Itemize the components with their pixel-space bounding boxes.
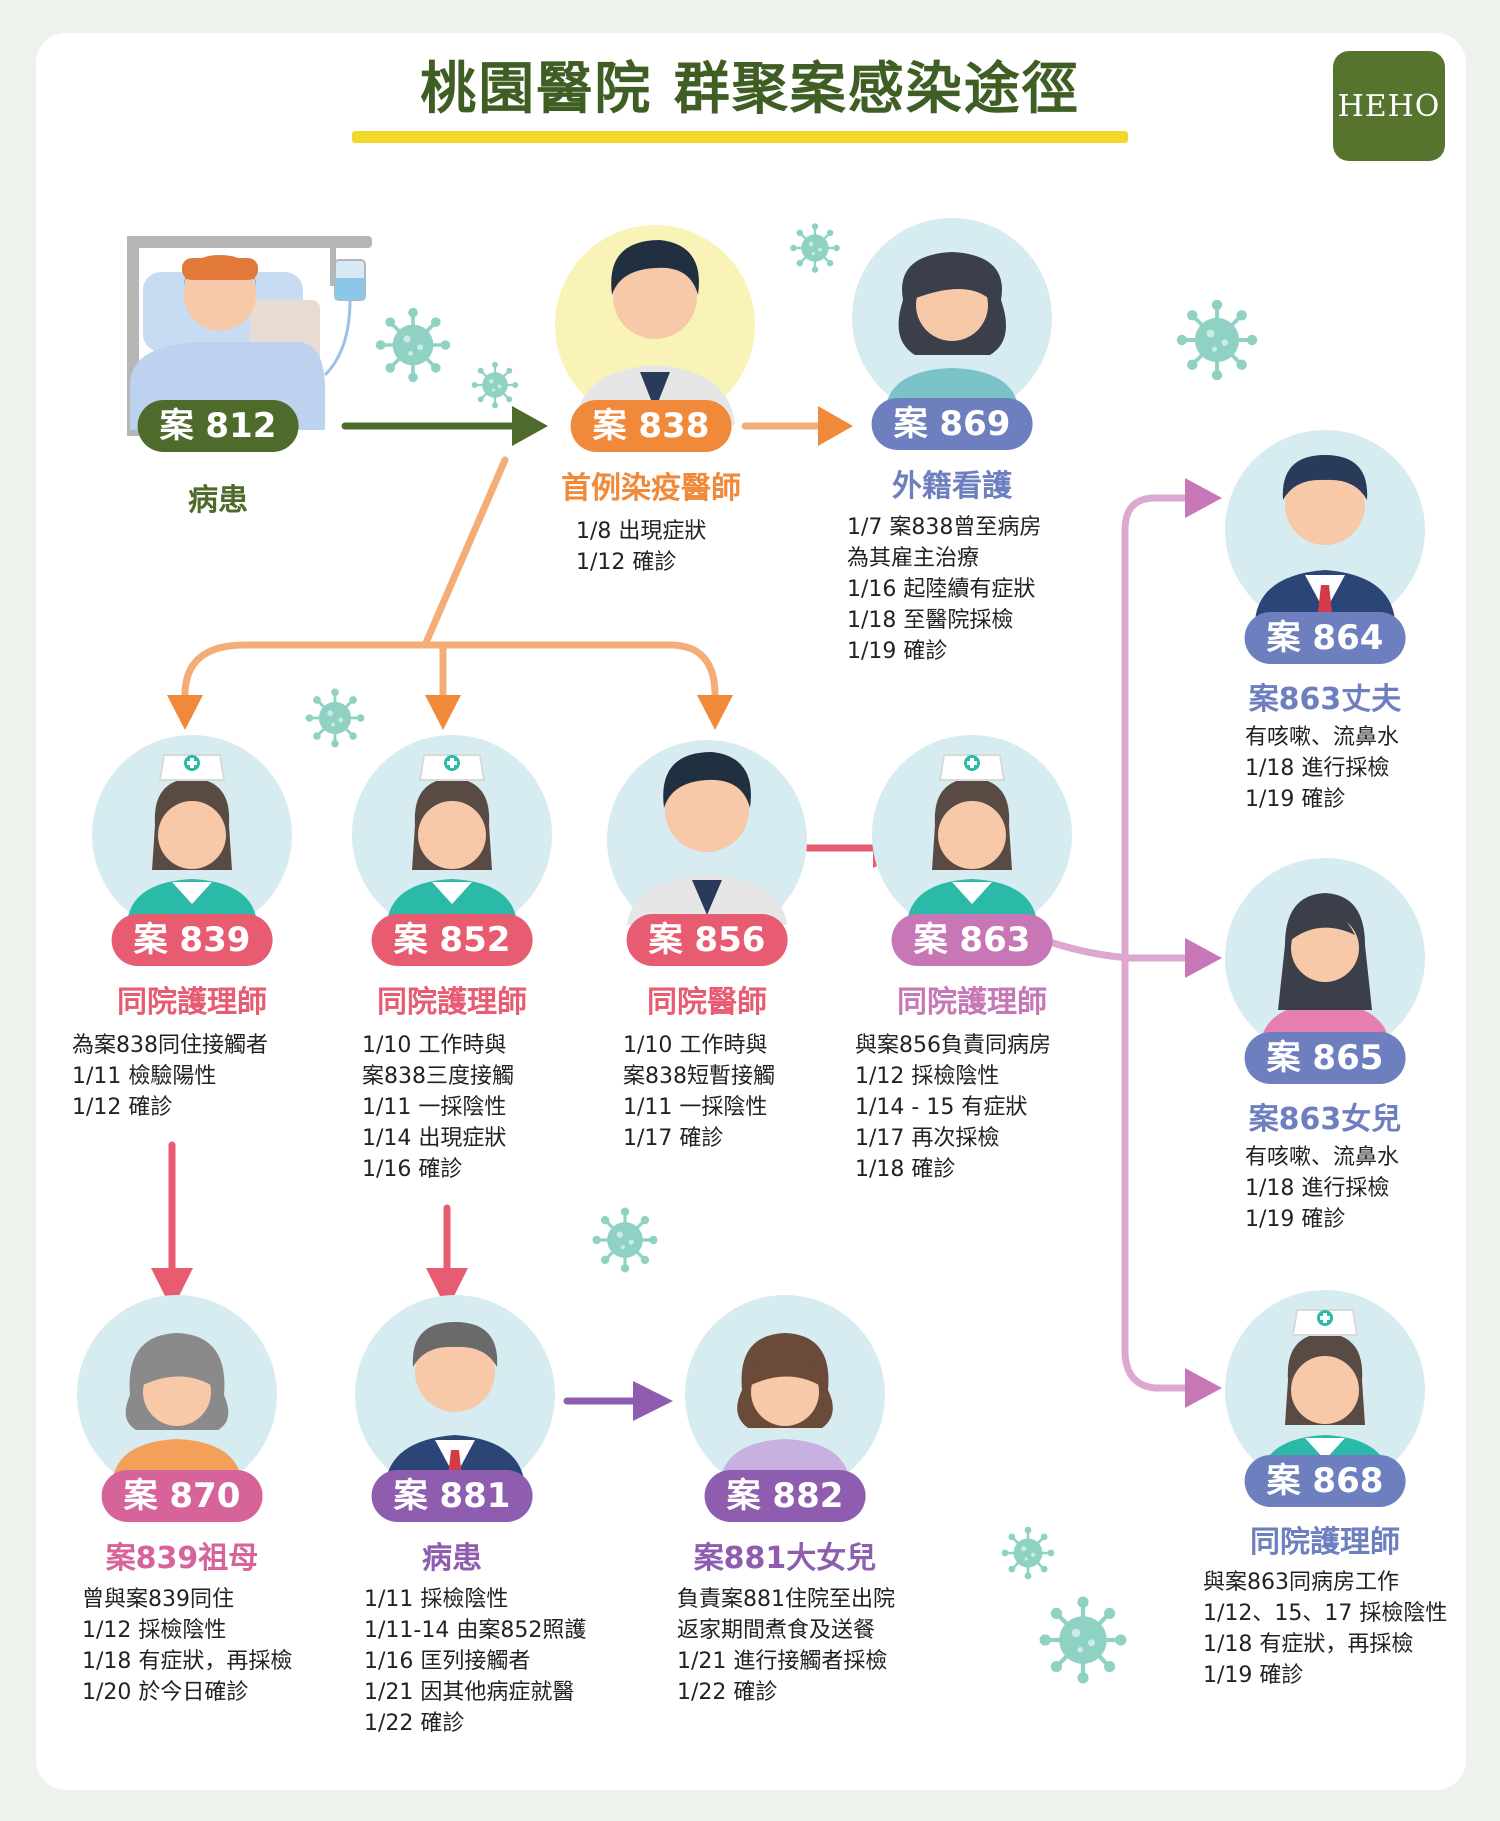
virus-icon: [1040, 1597, 1127, 1684]
case-868-role: 同院護理師: [1250, 1525, 1400, 1560]
caregiver-869-illustration: [852, 218, 1052, 418]
case-881-role: 病患: [422, 1541, 482, 1576]
case-869-details: 1/7 案838曾至病房 為其雇主治療 1/16 起陸續有症狀 1/18 至醫院…: [847, 515, 1042, 664]
virus-icon: [590, 1205, 660, 1275]
arrowhead: [697, 695, 733, 730]
arrowhead: [425, 695, 461, 730]
case-838-badge: 案 838: [570, 400, 732, 452]
case-865-details: 有咳嗽、流鼻水 1/18 進行採檢 1/19 確診: [1245, 1145, 1400, 1232]
arrowhead: [426, 1268, 468, 1310]
case-869-role: 外籍看護: [892, 469, 1012, 504]
case-852-badge: 案 852: [371, 914, 533, 966]
doctor-856-illustration: [607, 740, 807, 940]
case-838-details: 1/8 出現症狀 1/12 確診: [576, 519, 707, 575]
case-865-badge: 案 865: [1244, 1032, 1406, 1084]
case-852-details: 1/10 工作時與 案838三度接觸 1/11 一採陰性 1/14 出現症狀 1…: [362, 1033, 514, 1182]
arrowhead: [167, 695, 203, 730]
case-856-details: 1/10 工作時與 案838短暫接觸 1/11 一採陰性 1/17 確診: [623, 1033, 775, 1151]
case-870-details: 曾與案839同住 1/12 採檢陰性 1/18 有症狀，再採檢 1/20 於今日…: [82, 1587, 293, 1705]
virus-icon: [789, 221, 841, 274]
case-838-role: 首例染疫醫師: [561, 471, 741, 506]
case-856-badge: 案 856: [626, 914, 788, 966]
case-881-badge: 案 881: [371, 1470, 533, 1522]
arrowhead: [1185, 938, 1222, 978]
case-868-badge: 案 868: [1244, 1455, 1406, 1507]
arrowhead: [512, 406, 548, 446]
arrowhead: [1185, 478, 1222, 518]
case-870-role: 案839祖母: [105, 1541, 259, 1576]
edge-863-family: [1046, 494, 1194, 1392]
virus-icon: [1000, 1525, 1056, 1581]
edge-838-branches: [181, 456, 719, 699]
case-865-role: 案863女兒: [1248, 1102, 1402, 1137]
arrowhead: [1185, 1368, 1222, 1408]
virus-icon: [373, 305, 453, 385]
patient-in-bed-illustration: [127, 236, 372, 436]
heho-logo: HEHO: [1333, 51, 1445, 161]
case-870-badge: 案 870: [101, 1470, 263, 1522]
case-863-badge: 案 863: [891, 914, 1053, 966]
grandmother-870-illustration: [77, 1295, 277, 1495]
husband-864-illustration: [1225, 430, 1425, 630]
nurse-852-illustration: [352, 735, 552, 935]
arrowhead: [633, 1381, 673, 1421]
case-881-details: 1/11 採檢陰性 1/11-14 由案852照護 1/16 匡列接觸者 1/2…: [364, 1587, 587, 1736]
nurse-839-illustration: [92, 735, 292, 935]
case-864-role: 案863丈夫: [1248, 682, 1402, 717]
nurse-863-illustration: [872, 735, 1072, 935]
arrowhead: [818, 406, 853, 446]
virus-icon: [470, 360, 520, 410]
virus-icon: [304, 687, 366, 749]
case-852-role: 同院護理師: [377, 985, 527, 1020]
case-812-badge: 案 812: [137, 400, 299, 452]
case-812-role: 病患: [188, 483, 248, 518]
case-856-role: 同院醫師: [647, 985, 767, 1020]
case-882-role: 案881大女兒: [693, 1541, 877, 1576]
doctor-838-illustration: [555, 225, 755, 425]
case-839-details: 為案838同住接觸者 1/11 檢驗陽性 1/12 確診: [72, 1033, 268, 1120]
title-underline: [352, 131, 1128, 143]
daughter-865-illustration: [1225, 858, 1425, 1058]
virus-icon: [1174, 297, 1260, 383]
case-863-role: 同院護理師: [897, 985, 1047, 1020]
case-839-badge: 案 839: [111, 914, 273, 966]
case-839-role: 同院護理師: [117, 985, 267, 1020]
case-864-badge: 案 864: [1244, 612, 1406, 664]
case-869-badge: 案 869: [871, 398, 1033, 450]
patient-881-illustration: [355, 1295, 555, 1495]
case-882-details: 負責案881住院至出院 返家期間煮食及送餐 1/21 進行接觸者採檢 1/22 …: [677, 1587, 895, 1705]
case-882-badge: 案 882: [704, 1470, 866, 1522]
page-title: 桃園醫院 群聚案感染途徑: [420, 57, 1080, 122]
case-864-details: 有咳嗽、流鼻水 1/18 進行採檢 1/19 確診: [1245, 725, 1400, 812]
daughter-882-illustration: [685, 1295, 885, 1495]
case-868-details: 與案863同病房工作 1/12、15、17 採檢陰性 1/18 有症狀，再採檢 …: [1203, 1570, 1448, 1688]
arrowhead: [151, 1268, 193, 1310]
case-863-details: 與案856負責同病房 1/12 採檢陰性 1/14 - 15 有症狀 1/17 …: [855, 1033, 1051, 1182]
